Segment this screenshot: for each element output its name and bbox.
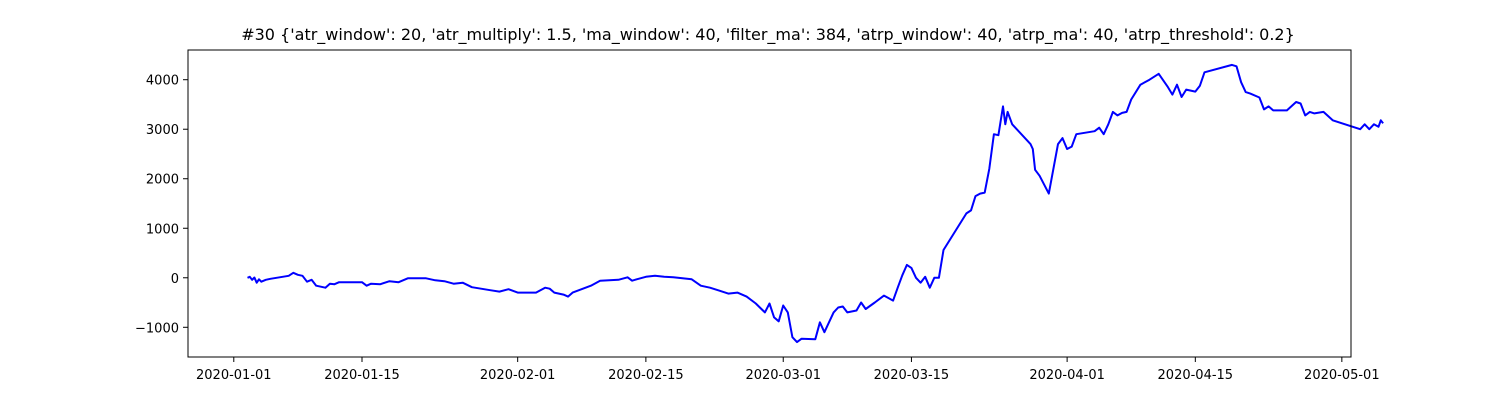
y-tick-label: −1000	[135, 321, 179, 336]
x-tick-label: 2020-01-15	[324, 368, 400, 383]
x-tick-label: 2020-04-15	[1158, 368, 1234, 383]
x-tick-label: 2020-01-01	[196, 368, 272, 383]
chart-title: #30 {'atr_window': 20, 'atr_multiply': 1…	[241, 25, 1295, 45]
plot-area	[247, 63, 1384, 344]
y-tick-label: 3000	[146, 123, 179, 138]
x-tick-label: 2020-05-01	[1304, 368, 1380, 383]
y-axis: −1000 0 1000 2000 3000 4000	[135, 74, 188, 336]
x-tick-label: 2020-04-01	[1029, 368, 1105, 383]
y-tick-label: 4000	[146, 74, 179, 89]
y-tick-label: 1000	[146, 222, 179, 237]
x-tick-label: 2020-02-15	[608, 368, 684, 383]
series-line	[247, 63, 1384, 344]
x-axis: 2020-01-01 2020-01-15 2020-02-01 2020-02-15…	[196, 357, 1380, 383]
y-tick-label: 2000	[146, 173, 179, 188]
x-tick-label: 2020-03-15	[874, 368, 950, 383]
axes-frame	[187, 49, 1352, 358]
x-tick-label: 2020-03-01	[745, 368, 821, 383]
x-tick-label: 2020-02-01	[480, 368, 556, 383]
y-tick-label: 0	[171, 272, 179, 287]
